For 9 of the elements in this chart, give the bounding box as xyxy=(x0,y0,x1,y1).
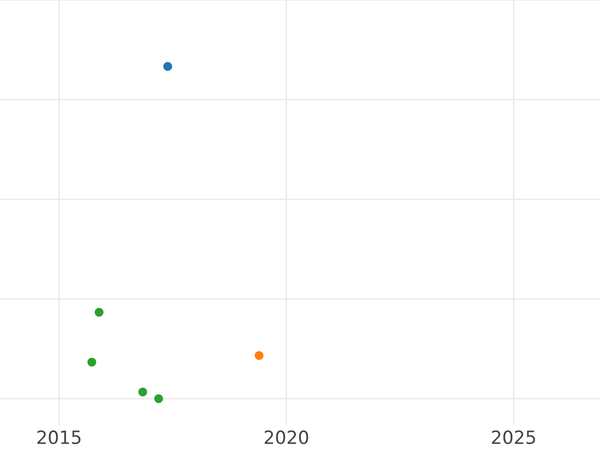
point xyxy=(154,394,164,404)
x-tick-label: 2025 xyxy=(492,430,536,444)
point xyxy=(138,388,148,396)
point xyxy=(94,308,104,317)
point xyxy=(87,358,96,367)
x-tick-label: 2020 xyxy=(264,430,308,444)
point xyxy=(163,62,172,71)
x-tick-label: 2015 xyxy=(37,430,80,444)
point xyxy=(254,351,264,360)
